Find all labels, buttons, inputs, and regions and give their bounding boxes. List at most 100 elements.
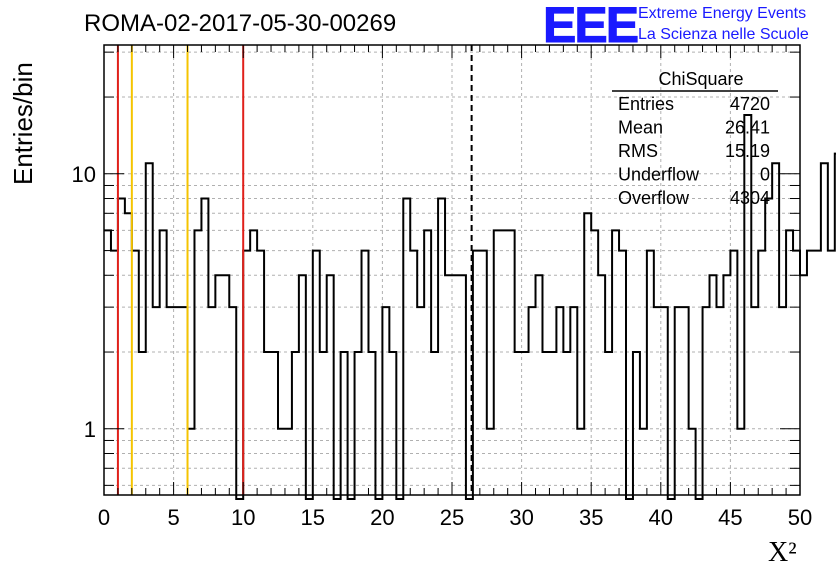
histogram-bin	[814, 251, 821, 495]
histogram-bin	[584, 213, 591, 495]
histogram-bin	[487, 429, 494, 495]
histogram-bin	[362, 251, 369, 495]
histogram-outline	[104, 114, 836, 500]
histogram-bin	[410, 251, 417, 495]
histogram-bin	[563, 352, 570, 495]
x-tick-label: 50	[788, 505, 812, 530]
histogram-bin	[612, 230, 619, 495]
histogram-bin	[522, 352, 529, 495]
x-tick-label: 35	[579, 505, 603, 530]
histogram-bin	[675, 307, 682, 495]
histogram-bin	[271, 352, 278, 495]
histogram-bin	[215, 275, 222, 495]
histogram-bin	[194, 230, 201, 495]
histogram-bin	[605, 352, 612, 495]
histogram-bin	[431, 352, 438, 495]
histogram-bin	[716, 307, 723, 495]
histogram-bin	[508, 230, 515, 495]
histogram-bin	[786, 230, 793, 495]
stats-label: RMS	[618, 141, 658, 161]
stats-box: ChiSquare Entries 4720 Mean 26.41 RMS 15.19 Und…	[612, 69, 778, 208]
histogram-bin	[619, 251, 626, 495]
histogram-bin	[341, 352, 348, 495]
histogram-bin	[723, 275, 730, 495]
histogram-bin	[320, 352, 327, 495]
histogram-bin	[772, 163, 779, 495]
histogram-bin	[459, 275, 466, 495]
histogram-bin	[549, 352, 556, 495]
histogram-bin	[327, 275, 334, 495]
histogram-bin	[800, 275, 807, 495]
y-tick-label: 1	[84, 417, 96, 442]
histogram-bin	[793, 251, 800, 495]
histogram-bin	[577, 429, 584, 495]
histogram-bin	[598, 275, 605, 495]
histogram-bin	[556, 307, 563, 495]
histogram-bin	[382, 307, 389, 495]
histogram-bin	[118, 199, 125, 495]
histogram-bin	[494, 230, 501, 495]
histogram-bin	[703, 307, 710, 495]
histogram-bin	[501, 230, 508, 495]
stats-value: 4720	[730, 94, 770, 114]
histogram-bin	[160, 230, 167, 495]
histogram-bin	[821, 163, 828, 495]
histogram-bin	[417, 307, 424, 495]
x-tick-label: 40	[649, 505, 673, 530]
x-tick-label: 20	[370, 505, 394, 530]
histogram-bin	[355, 352, 362, 495]
histogram-layer	[104, 114, 836, 500]
x-tick-label: 15	[301, 505, 325, 530]
histogram-bin	[153, 307, 160, 495]
histogram-bin	[132, 251, 139, 495]
eee-logo-text: EEE	[542, 0, 639, 53]
histogram-bin	[389, 352, 396, 495]
histogram-bin	[313, 251, 320, 495]
stats-value: 4304	[730, 188, 770, 208]
histogram-bin	[452, 275, 459, 495]
histogram-bin	[403, 199, 410, 495]
histogram-bin	[730, 251, 737, 495]
histogram-bin	[243, 251, 250, 495]
histogram-bin	[438, 199, 445, 495]
x-tick-label: 30	[509, 505, 533, 530]
axes-frame: 0 5 10 15 20 25 30 35 40 45 50 1 10	[72, 44, 812, 530]
histogram-bin	[661, 307, 668, 495]
histogram-bin	[167, 307, 174, 495]
histogram-bin	[751, 307, 758, 495]
histogram-bin	[229, 307, 236, 495]
stats-value: 15.19	[725, 141, 770, 161]
histogram-bin	[139, 352, 146, 495]
histogram-bin	[710, 275, 717, 495]
histogram-bin	[208, 307, 215, 495]
histogram-bin	[689, 429, 696, 495]
histogram-bin	[222, 275, 229, 495]
y-tick-label: 10	[72, 162, 96, 187]
histogram-bin	[536, 275, 543, 495]
histogram-bin	[640, 429, 647, 495]
histogram-bin	[737, 429, 744, 495]
histogram-bin	[146, 163, 153, 495]
histogram-bin	[542, 352, 549, 495]
histogram-bin	[591, 230, 598, 495]
marker-lines-layer	[116, 45, 473, 495]
histogram-bin	[292, 352, 299, 495]
x-tick-label: 0	[98, 505, 110, 530]
histogram-bin	[480, 251, 487, 495]
x-tick-label: 45	[718, 505, 742, 530]
histogram-bin	[758, 251, 765, 495]
histogram-bin	[201, 199, 208, 495]
stats-label: Mean	[618, 118, 663, 138]
histogram-bin	[104, 230, 111, 495]
stats-label: Overflow	[618, 188, 690, 208]
histogram-bin	[188, 429, 195, 495]
histogram-bin	[278, 429, 285, 495]
histogram-bin	[299, 275, 306, 495]
histogram-bin	[570, 307, 577, 495]
histogram-bin	[181, 307, 188, 495]
x-axis-label: X²	[768, 537, 797, 568]
logo-line-1: Extreme Energy Events	[638, 5, 807, 22]
histogram-bin	[264, 352, 271, 495]
histogram-bin	[285, 429, 292, 495]
